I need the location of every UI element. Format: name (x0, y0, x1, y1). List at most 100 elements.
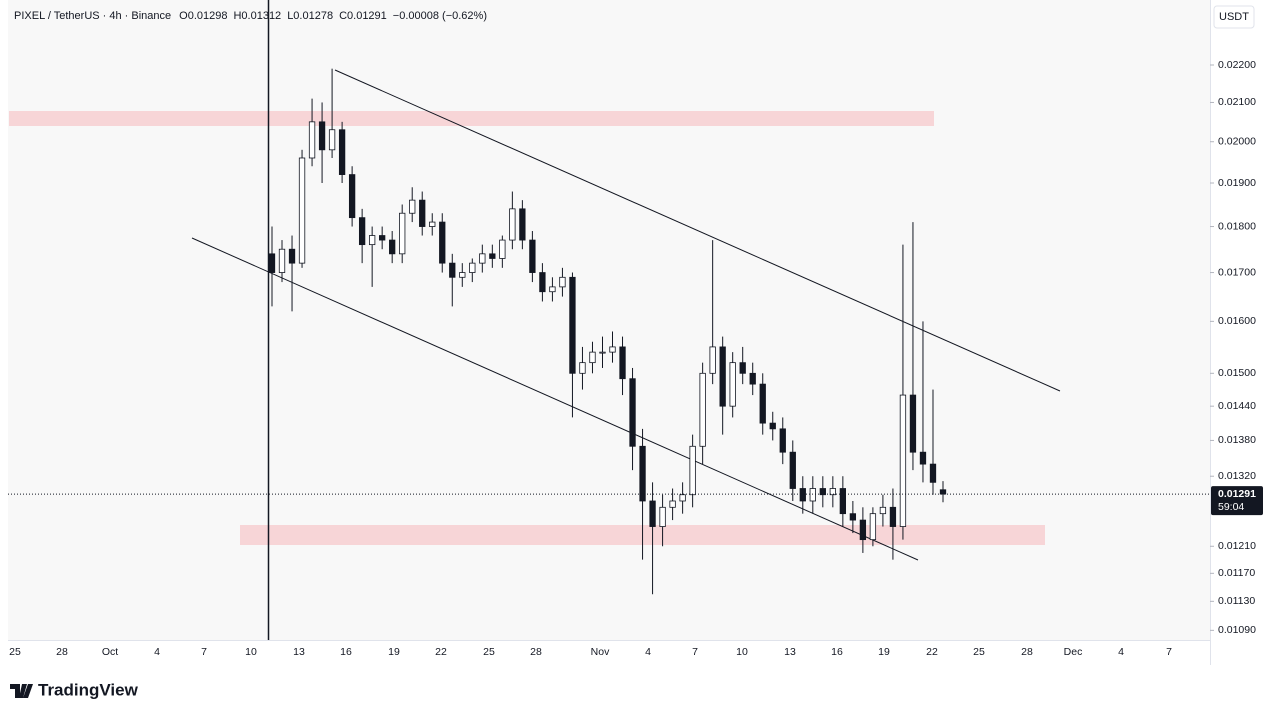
candle-body (819, 488, 826, 496)
candle-body (589, 351, 596, 364)
x-tick-label: 13 (784, 646, 796, 658)
x-tick-label: Nov (591, 646, 610, 658)
y-tick-label: 0.01090 (1218, 624, 1256, 636)
candle-body (849, 513, 857, 521)
y-tick-label: 0.01170 (1218, 567, 1255, 579)
candle-body (889, 506, 897, 527)
currency-label[interactable]: USDT (1219, 11, 1249, 23)
y-tick-label: 0.01900 (1218, 177, 1256, 189)
candle-body (529, 239, 536, 273)
time-axis: 25 28 Oct 4 7 10 13 16 19 22 25 28 Nov 4 7 10 13 16 19 22 25… (9, 646, 1172, 658)
candle-body (939, 489, 947, 495)
candles (268, 68, 947, 595)
ohlc-value: H0.01312 (233, 10, 281, 22)
resistance-zone (9, 111, 934, 126)
candle-body (389, 239, 396, 255)
candle-body (278, 248, 286, 273)
y-tick-label: 0.01210 (1218, 540, 1256, 552)
candle-body (499, 239, 506, 259)
candle-body (328, 129, 336, 151)
x-tick-label: 7 (201, 646, 207, 658)
candle-body (399, 212, 406, 255)
candle-body (419, 199, 426, 227)
candle-body (479, 253, 486, 264)
candle-body (489, 253, 496, 259)
x-tick-label: Oct (102, 646, 118, 658)
candle-body (879, 506, 887, 515)
brand-logo: TradingView (10, 680, 139, 699)
ohlc-value: C0.01291 (339, 10, 387, 22)
plot-background (8, 0, 1210, 640)
x-tick-label: 25 (973, 646, 985, 658)
candle-body (729, 362, 736, 407)
candle-body (899, 394, 907, 527)
candle-body (338, 129, 346, 175)
x-tick-label: 4 (645, 646, 651, 658)
last-price-label: 0.01291 (1218, 488, 1256, 500)
candle-body (929, 463, 937, 483)
y-tick-label: 0.01800 (1218, 220, 1256, 232)
candle-body (599, 351, 606, 354)
x-tick-label: 4 (1118, 646, 1124, 658)
x-tick-label: 16 (831, 646, 843, 658)
candle-body (549, 286, 556, 293)
x-tick-label: 22 (435, 646, 447, 658)
ohlc-value: L0.01278 (287, 10, 333, 22)
y-tick-label: 0.01500 (1218, 367, 1256, 379)
candle-body (759, 383, 766, 424)
candle-body (358, 217, 366, 246)
candle-body (609, 346, 616, 353)
candle-body (649, 500, 656, 527)
candle-body (409, 199, 416, 214)
candle-body (298, 157, 306, 264)
x-tick-label: Dec (1064, 646, 1083, 658)
ohlc-legend: O0.01298 H0.01312 L0.01278 C0.01291 −0.00008… (179, 10, 487, 22)
candle-body (308, 121, 316, 159)
candle-body (519, 208, 526, 241)
y-tick-label: 0.02200 (1218, 59, 1256, 71)
candle-body (639, 445, 646, 502)
candle-body (629, 378, 636, 447)
x-tick-label: 16 (340, 646, 352, 658)
x-tick-label: 28 (56, 646, 68, 658)
last-price-box (1211, 486, 1263, 516)
brand-name: TradingView (38, 680, 139, 699)
candle-body (749, 372, 756, 385)
y-tick-label: 0.01320 (1218, 470, 1256, 482)
candle-body (318, 121, 326, 151)
x-tick-label: 7 (692, 646, 698, 658)
candle-body (659, 506, 666, 527)
candle-body (799, 488, 806, 502)
candle-body (368, 235, 376, 246)
x-tick-label: 4 (154, 646, 160, 658)
candle-body (769, 422, 776, 430)
x-tick-label: 10 (736, 646, 748, 658)
x-tick-label: 10 (245, 646, 257, 658)
y-tick-label: 0.01440 (1218, 400, 1256, 412)
candle-body (809, 488, 816, 502)
ohlc-value: O0.01298 (179, 10, 227, 22)
x-tick-label: 22 (926, 646, 938, 658)
x-tick-label: 13 (293, 646, 305, 658)
candle-body (699, 372, 706, 447)
candle-body (579, 362, 586, 374)
candle-body (539, 272, 546, 293)
x-tick-label: 28 (1021, 646, 1033, 658)
candle-body (789, 451, 796, 489)
candle-body (779, 428, 786, 453)
currency-button[interactable] (1213, 5, 1255, 29)
countdown-label: 59:04 (1218, 501, 1244, 513)
y-tick-label: 0.02100 (1218, 96, 1256, 108)
candle-body (669, 500, 676, 508)
candle-body (739, 362, 746, 374)
price-axis: 0.02200 0.02100 0.02000 0.01900 0.01800 0.017… (1210, 59, 1256, 636)
logo-icon (10, 684, 33, 698)
candle-body (869, 513, 877, 541)
x-tick-label: 19 (388, 646, 400, 658)
x-tick-label: 7 (1166, 646, 1172, 658)
candle-body (909, 394, 917, 453)
x-tick-label: 25 (483, 646, 495, 658)
candle-body (469, 262, 476, 273)
y-tick-label: 0.01130 (1218, 595, 1255, 607)
